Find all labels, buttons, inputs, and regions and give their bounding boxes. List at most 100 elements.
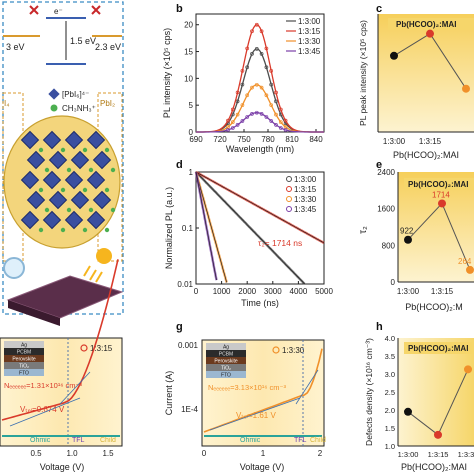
perovskite-film-side [8, 300, 60, 326]
stack-layer-label-3: TiO₂ [221, 366, 231, 372]
panel-e-point-2 [466, 265, 474, 274]
panel-b-point [250, 112, 254, 116]
panel-c-letter: c [376, 3, 382, 15]
panel-e-ytick-label: 2400 [377, 168, 395, 177]
panel-d-ylabel: Normalized PL (a.u.) [164, 187, 174, 269]
panel-d-annotation: τ₂= 1714 ns [258, 238, 302, 248]
panel-b-point [250, 29, 254, 34]
panel-b-point [254, 82, 259, 87]
octahedron-icon [20, 130, 40, 150]
panel-c-xlabel: Pb(HCOO)₂:MAI [393, 150, 459, 160]
panel-d: d Normalized PL (a.u.) Time (ns) 0 1000 20… [164, 159, 333, 308]
panel-b-point [269, 68, 274, 73]
panel-b-xtick-label: 780 [261, 135, 275, 144]
octahedron-icon [92, 190, 112, 210]
cation-icon [104, 227, 110, 233]
panel-e-value-label-2: 264 [458, 257, 472, 266]
light-rays-icon [83, 265, 103, 283]
panel-d-xtick-label: 1000 [213, 287, 231, 296]
panel-b-point [278, 126, 283, 130]
cation-icon [60, 147, 66, 153]
panel-d-xtick-label: 0 [194, 287, 199, 296]
panel-b-point [235, 123, 240, 127]
panel-d-xtick-label: 5000 [315, 287, 333, 296]
panel-e-yticks: 0 800 1600 2400 [377, 168, 395, 287]
panel-e-point-0 [404, 235, 412, 244]
stack-layer-1 [206, 350, 246, 357]
panel-h-ytick-label: 3.5 [385, 352, 395, 361]
panel-h-ytick-label: 1.0 [385, 442, 395, 451]
panel-d-ytick-label: 0.01 [177, 280, 193, 289]
octahedron-icon [42, 170, 62, 190]
panel-b-point [264, 115, 269, 119]
panel-f-region-ohmic: Ohmic [30, 437, 51, 444]
panel-b-point [278, 120, 283, 124]
panel-f-ndefects: Nₑₑₑₑₑₑ=1.31×10¹⁶ cm⁻³ [4, 381, 82, 390]
panel-h-xlabel: Pb(HCOO)₂:MAI [401, 462, 467, 472]
panel-b-ytick-label: 20 [184, 21, 193, 30]
panel-g-fit-line [209, 397, 301, 431]
panel-e-value-label-0: 922 [400, 227, 414, 236]
stack-layer-1 [4, 348, 44, 355]
panel-b-point [235, 90, 240, 95]
panel-e-ytick-label: 800 [382, 241, 396, 250]
panel-b-point [274, 112, 278, 117]
cation-icon [82, 147, 88, 153]
panel-d-fit-0 [195, 171, 305, 285]
panel-g-iv-curve [203, 348, 323, 433]
panel-e-ylabel: τ₂ [358, 226, 369, 234]
panel-f-region-tfl: TFL [72, 437, 85, 444]
panel-b-point [245, 115, 250, 119]
panel-b-legend-label: 1:3:15 [298, 27, 321, 36]
stack-layer-label-3: TiO₂ [19, 364, 29, 370]
panel-e-xtick-0: 1:3:00 [397, 287, 420, 296]
octahedron-icon [92, 150, 112, 170]
energy-right: 2.3 eV [95, 42, 121, 52]
panel-e-title-box [404, 178, 474, 190]
panel-g-legend: 1:3:30 [282, 346, 305, 355]
panel-h-xtick-label: 1:3:30 [458, 450, 474, 459]
panel-h-point-2 [464, 365, 472, 374]
panel-c-ylabel: PL peak intensity (×10⁵ cps) [358, 20, 368, 126]
panel-d-xticks: 0 1000 2000 3000 4000 5000 [194, 281, 333, 296]
panel-b-legend-label: 1:3:45 [298, 47, 321, 56]
cation-icon [38, 147, 44, 153]
panel-g-region-tfl: TFL [294, 437, 307, 444]
octahedron-icon [86, 170, 106, 190]
electron-label: e⁻ [54, 7, 63, 16]
panel-g-xtick-0: 0 [202, 449, 207, 458]
panel-f-region-child: Child [100, 437, 116, 444]
stack-layer-label-4: FTO [221, 373, 231, 379]
panel-d-ytick-label: 0.1 [182, 224, 194, 233]
blocked-transfer-icon [29, 5, 101, 15]
panel-h-ytick-label: 4.0 [385, 334, 395, 343]
panel-d-legend-marker [286, 176, 292, 182]
panel-h-ytick-label: 3.0 [385, 370, 395, 379]
panel-c-xtick-1: 1:3:15 [419, 137, 442, 146]
panel-e-bg [398, 172, 474, 282]
panel-b-legend-label: 1:3:30 [298, 37, 321, 46]
panel-f-fit-line [59, 371, 91, 405]
panel-g-region-child: Child [310, 437, 326, 444]
stack-layer-3 [4, 362, 44, 369]
panel-g-ndefects: Nₑₑₑₑₑₑ=3.13×10¹⁶ cm⁻³ [208, 383, 286, 392]
panel-b-point [245, 93, 250, 98]
panel-b-point [226, 118, 230, 123]
panel-h-series [404, 365, 472, 439]
panel-h-point-0 [404, 407, 412, 416]
panel-b-series-3 [196, 112, 324, 133]
panel-f-legend: 1:3:15 [90, 344, 113, 353]
cation-icon [60, 227, 66, 233]
octahedron-legend: [PbI₆]⁴⁻ [62, 90, 89, 99]
panel-h-xtick-label: 1:3:15 [428, 450, 449, 459]
cation-icon [66, 167, 72, 173]
panel-g-curve [203, 348, 323, 433]
cation-icon [38, 227, 44, 233]
panel-d-legend-marker [286, 186, 292, 192]
panel-g-legend-marker [272, 346, 280, 354]
octahedron-icon [42, 210, 62, 230]
panel-b-point [264, 93, 269, 98]
cation-icon [104, 147, 110, 153]
panel-e-series: 922 1714 264 [400, 190, 474, 274]
